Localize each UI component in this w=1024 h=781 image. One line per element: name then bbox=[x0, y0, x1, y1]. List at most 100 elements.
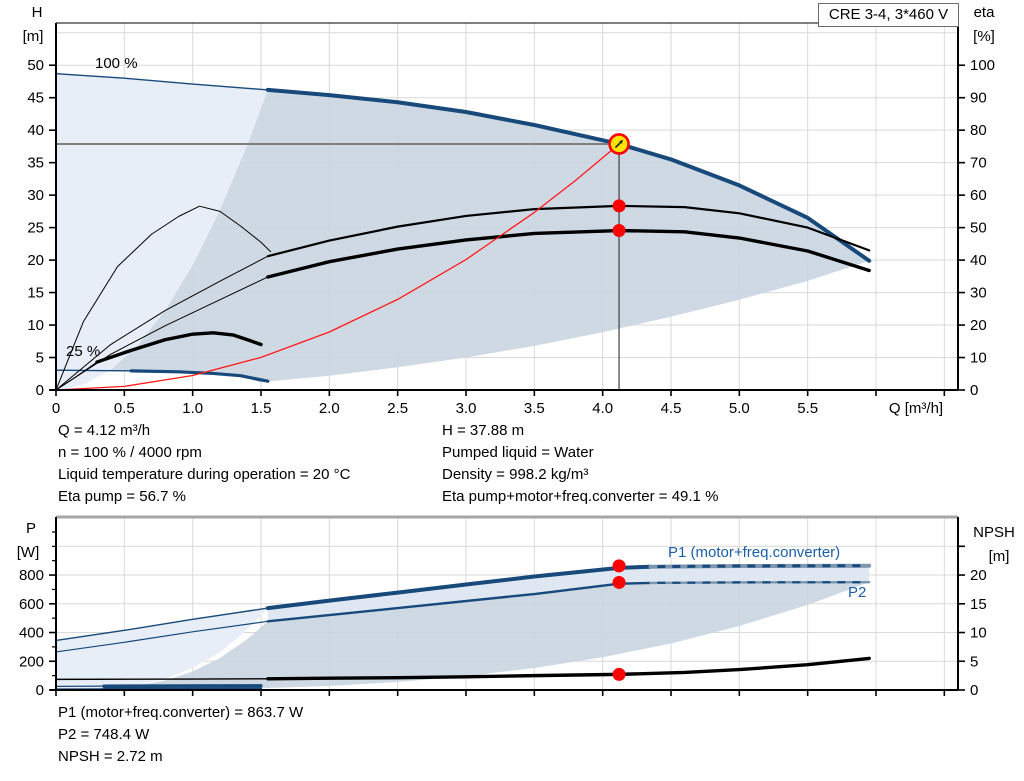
tick-label-right: 70 bbox=[970, 155, 987, 172]
curve-qh-100-thin bbox=[55, 72, 269, 91]
info-h: H = 37.88 m bbox=[442, 422, 525, 439]
duty-info-right: H = 37.88 m Pumped liquid = Water Densit… bbox=[442, 420, 718, 508]
curve-qh-25 bbox=[129, 369, 270, 383]
marker-p1-point bbox=[612, 559, 626, 573]
curve-qh-100 bbox=[265, 87, 872, 263]
p1-p2-band bbox=[267, 565, 870, 622]
tick-label-right: 30 bbox=[970, 285, 987, 302]
tick-label-x: 2.0 bbox=[319, 400, 340, 417]
tick-label-left: 30 bbox=[27, 187, 44, 204]
curve-p2 bbox=[266, 581, 652, 623]
curve-npsh bbox=[266, 656, 871, 681]
curve-system-curve bbox=[55, 143, 620, 391]
curve-p2-thin bbox=[55, 620, 269, 653]
tick-label-right: 50 bbox=[970, 220, 987, 237]
tick-label-left: 10 bbox=[27, 317, 44, 334]
x-axis-label: Q [m³/h] bbox=[889, 400, 943, 417]
p1-curve-label: P1 (motor+freq.converter) bbox=[668, 544, 841, 561]
tick-label-left: 40 bbox=[27, 122, 44, 139]
info-temp: Liquid temperature during operation = 20… bbox=[58, 466, 351, 483]
tick-label-right: 10 bbox=[970, 350, 987, 367]
curve-p1-limit-dash bbox=[657, 564, 863, 569]
tick-label-x: 5.5 bbox=[797, 400, 818, 417]
curve-qh-25-thin bbox=[55, 369, 132, 372]
info-q: Q = 4.12 m³/h bbox=[58, 422, 151, 439]
tick-label-right: 0 bbox=[970, 682, 978, 699]
tick-label-x: 3.0 bbox=[456, 400, 477, 417]
tick-label-left: 0 bbox=[36, 682, 44, 699]
tick-label-right: 80 bbox=[970, 122, 987, 139]
h-axis-title: H bbox=[31, 4, 43, 21]
speed-100-label: 100 % bbox=[95, 55, 138, 72]
marker-npsh-point bbox=[612, 667, 626, 681]
tick-label-x: 1.5 bbox=[251, 400, 272, 417]
qh-eta-chart: 0 0.5 1.0 1.5 2.0 2.5 3.0 3.5 4.0 4.5 5.0 5.5 Q [m³/… bbox=[27, 22, 995, 417]
eta-axis-title: eta bbox=[973, 4, 995, 21]
curve-p1-flat bbox=[648, 563, 872, 569]
curve-p2-flat bbox=[649, 581, 871, 585]
power-npsh-chart: 0 200 400 600 800 0 5 10 15 20 bbox=[19, 515, 987, 699]
info-npsh: NPSH = 2.72 m bbox=[58, 748, 163, 765]
duty-arrow-shaft bbox=[614, 142, 621, 149]
tick-label-right: 0 bbox=[970, 382, 978, 399]
info-n: n = 100 % / 4000 rpm bbox=[58, 444, 202, 461]
curve-p1-thin bbox=[55, 607, 269, 642]
tick-label-right: 90 bbox=[970, 90, 987, 107]
tick-label-x: 0 bbox=[52, 400, 60, 417]
p2-curve-label: P2 bbox=[848, 584, 867, 601]
tick-label-right: 40 bbox=[970, 252, 987, 269]
curve-eta-total-25 bbox=[95, 331, 263, 364]
tick-label-left: 45 bbox=[27, 90, 44, 107]
pump-type-box: CRE 3-4, 3*460 V bbox=[818, 3, 959, 27]
tick-label-left: 5 bbox=[36, 350, 44, 367]
p-axis-unit: [W] bbox=[16, 544, 40, 561]
curve-npsh-thin bbox=[55, 678, 269, 681]
pump-type-label: CRE 3-4, 3*460 V bbox=[828, 6, 949, 23]
info-density: Density = 998.2 kg/m³ bbox=[442, 466, 589, 483]
tick-label-x: 3.5 bbox=[524, 400, 545, 417]
curve-p2-limit-dash bbox=[657, 581, 863, 584]
tick-label-left: 200 bbox=[19, 653, 44, 670]
info-p1: P1 (motor+freq.converter) = 863.7 W bbox=[58, 704, 304, 721]
npsh-axis-title: NPSH bbox=[973, 524, 1015, 541]
tick-label-left: 400 bbox=[19, 625, 44, 642]
tick-label-right: 5 bbox=[970, 653, 978, 670]
curve-eta-total-lead bbox=[55, 276, 269, 391]
power-info: P1 (motor+freq.converter) = 863.7 W P2 =… bbox=[58, 702, 303, 768]
marker-eta-total-point bbox=[612, 224, 626, 238]
tick-label-x: 4.0 bbox=[592, 400, 613, 417]
tick-label-left: 50 bbox=[27, 57, 44, 74]
curve-eta-pump bbox=[266, 204, 871, 258]
eta-axis-unit: [%] bbox=[973, 28, 995, 45]
info-liquid: Pumped liquid = Water bbox=[442, 444, 594, 461]
info-eta-pump: Eta pump = 56.7 % bbox=[58, 488, 186, 505]
tick-label-left: 35 bbox=[27, 155, 44, 172]
tick-label-right: 60 bbox=[970, 187, 987, 204]
tick-label-right: 20 bbox=[970, 317, 987, 334]
curve-eta-pump-lead bbox=[55, 255, 269, 391]
tick-label-right: 20 bbox=[970, 567, 987, 584]
npsh-axis-unit: [m] bbox=[988, 548, 1010, 565]
tick-label-left: 15 bbox=[27, 285, 44, 302]
duty-arrow-head bbox=[619, 139, 624, 144]
tick-label-x: 1.0 bbox=[182, 400, 203, 417]
tick-label-x: 2.5 bbox=[387, 400, 408, 417]
curve-eta-arch-min bbox=[55, 205, 272, 391]
tick-label-right: 10 bbox=[970, 625, 987, 642]
marker-p2-point bbox=[612, 575, 626, 589]
curve-eta-total bbox=[266, 228, 871, 279]
speed-25-label: 25 % bbox=[66, 343, 101, 360]
tick-label-left: 0 bbox=[36, 382, 44, 399]
p-axis-title: P bbox=[25, 520, 36, 537]
tick-label-x: 0.5 bbox=[114, 400, 135, 417]
tick-label-left: 800 bbox=[19, 567, 44, 584]
tick-label-left: 20 bbox=[27, 252, 44, 269]
tick-label-x: 4.5 bbox=[661, 400, 682, 417]
envelope-light bbox=[56, 73, 268, 390]
p-envelope-dark bbox=[124, 582, 870, 689]
tick-label-left: 600 bbox=[19, 596, 44, 613]
tick-label-left: 25 bbox=[27, 220, 44, 237]
info-eta-total: Eta pump+motor+freq.converter = 49.1 % bbox=[442, 488, 719, 505]
tick-label-x: 5.0 bbox=[729, 400, 750, 417]
